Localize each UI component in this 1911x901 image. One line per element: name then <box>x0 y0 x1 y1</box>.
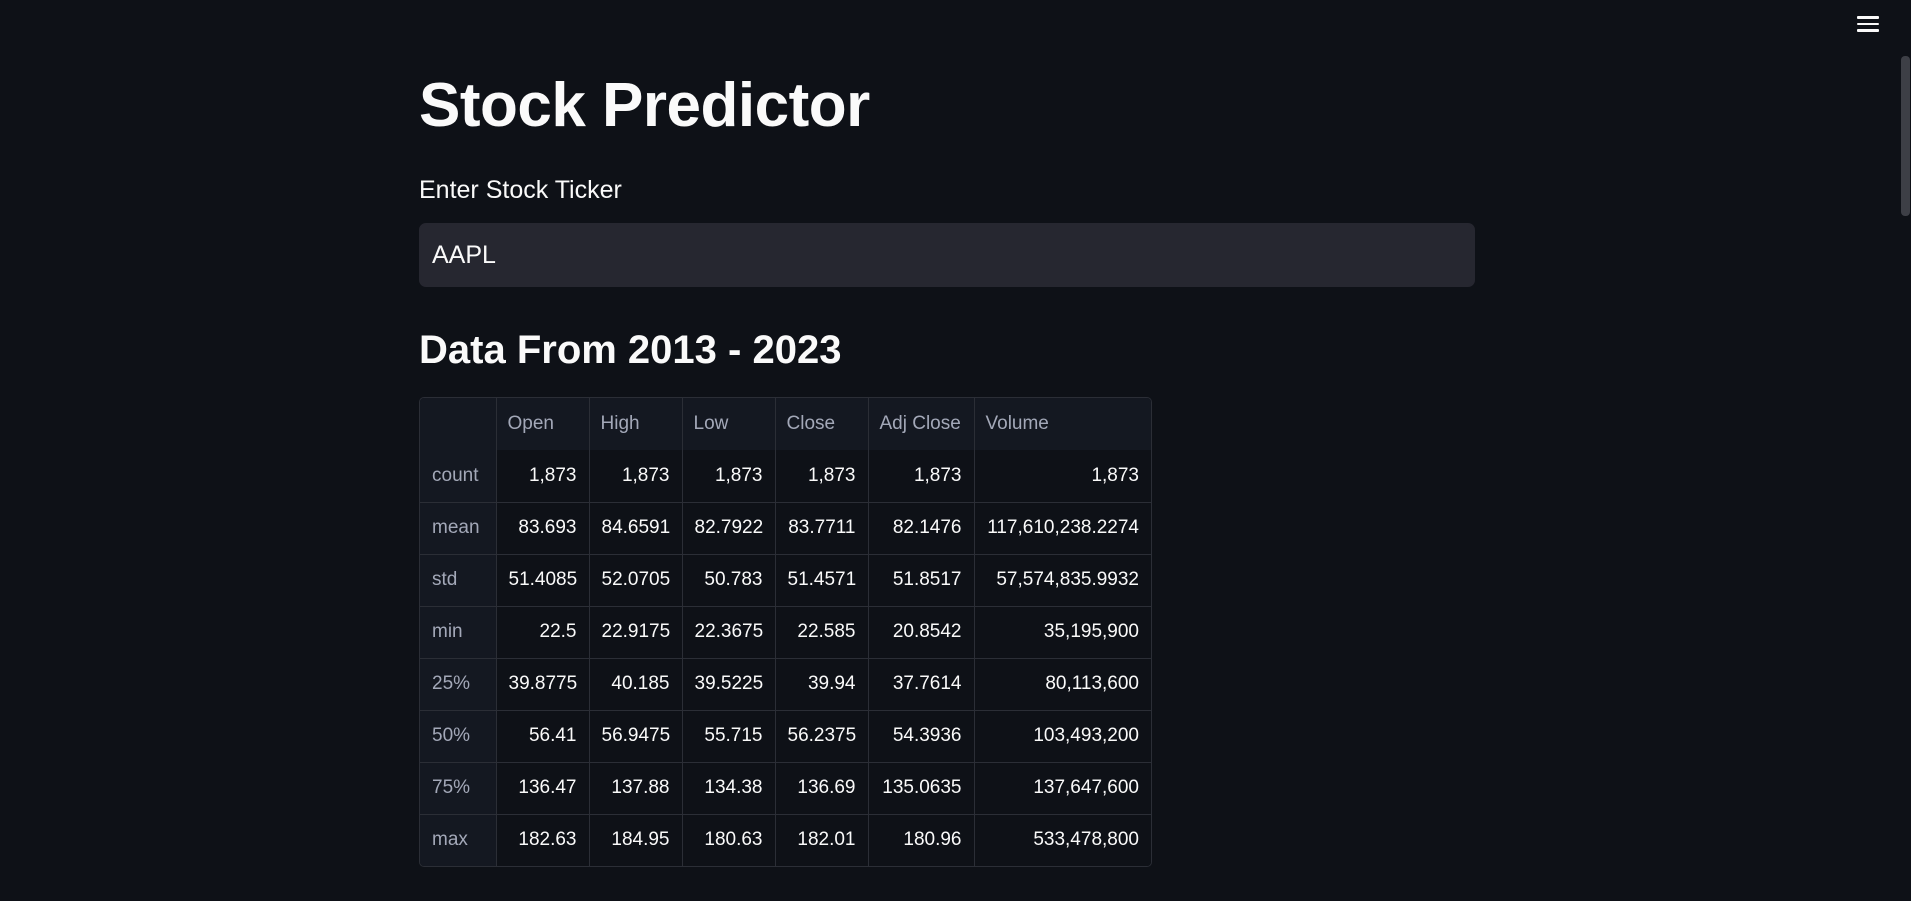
table-row: mean 83.693 84.6591 82.7922 83.7711 82.1… <box>420 502 1151 555</box>
menu-line <box>1857 16 1879 19</box>
table-cell[interactable]: 137.88 <box>589 762 683 815</box>
table-cell[interactable]: 50.783 <box>682 554 776 607</box>
table-cell[interactable]: 20.8542 <box>868 606 975 659</box>
table-cell[interactable]: 55.715 <box>682 710 776 763</box>
menu-line <box>1857 29 1879 32</box>
table-cell[interactable]: 1,873 <box>589 450 683 503</box>
table-cell[interactable]: 39.94 <box>775 658 869 711</box>
table-cell[interactable]: 1,873 <box>496 450 590 503</box>
section-heading: Data From 2013 - 2023 <box>419 328 842 372</box>
table-cell[interactable]: 82.7922 <box>682 502 776 555</box>
table-cell[interactable]: 83.693 <box>496 502 590 555</box>
table-cell[interactable]: 51.4085 <box>496 554 590 607</box>
hamburger-menu-icon[interactable] <box>1857 12 1883 36</box>
column-header[interactable]: Close <box>775 398 869 450</box>
table-cell[interactable]: 51.8517 <box>868 554 975 607</box>
table-cell[interactable]: 117,610,238.2274 <box>974 502 1151 555</box>
table-cell[interactable]: 37.7614 <box>868 658 975 711</box>
table-cell[interactable]: 136.69 <box>775 762 869 815</box>
table-cell[interactable]: 182.01 <box>775 814 869 866</box>
table-cell[interactable]: 82.1476 <box>868 502 975 555</box>
column-header[interactable]: Volume <box>974 398 1151 450</box>
menu-line <box>1857 22 1879 26</box>
table-cell[interactable]: 54.3936 <box>868 710 975 763</box>
row-label: max <box>420 814 497 866</box>
table-cell[interactable]: 56.9475 <box>589 710 683 763</box>
column-header <box>420 398 497 450</box>
row-label: 75% <box>420 762 497 815</box>
table-cell[interactable]: 533,478,800 <box>974 814 1151 866</box>
table-cell[interactable]: 1,873 <box>682 450 776 503</box>
table-row: min 22.5 22.9175 22.3675 22.585 20.8542 … <box>420 606 1151 659</box>
table-cell[interactable]: 180.63 <box>682 814 776 866</box>
column-header[interactable]: Low <box>682 398 776 450</box>
table-cell[interactable]: 56.2375 <box>775 710 869 763</box>
table-cell[interactable]: 184.95 <box>589 814 683 866</box>
table-cell[interactable]: 1,873 <box>775 450 869 503</box>
table-cell[interactable]: 22.3675 <box>682 606 776 659</box>
row-label: std <box>420 554 497 607</box>
table-row: std 51.4085 52.0705 50.783 51.4571 51.85… <box>420 554 1151 607</box>
page-title: Stock Predictor <box>419 71 870 140</box>
column-header[interactable]: Open <box>496 398 590 450</box>
row-label: min <box>420 606 497 659</box>
row-label: 50% <box>420 710 497 763</box>
column-header[interactable]: Adj Close <box>868 398 975 450</box>
table-cell[interactable]: 136.47 <box>496 762 590 815</box>
table-cell[interactable]: 22.9175 <box>589 606 683 659</box>
row-label: 25% <box>420 658 497 711</box>
table-cell[interactable]: 134.38 <box>682 762 776 815</box>
table-cell[interactable]: 1,873 <box>974 450 1151 503</box>
table-cell[interactable]: 35,195,900 <box>974 606 1151 659</box>
table-cell[interactable]: 52.0705 <box>589 554 683 607</box>
table-cell[interactable]: 135.0635 <box>868 762 975 815</box>
stats-table[interactable]: Open High Low Close Adj Close Volume cou… <box>419 397 1152 867</box>
table-row: 50% 56.41 56.9475 55.715 56.2375 54.3936… <box>420 710 1151 763</box>
table-cell[interactable]: 1,873 <box>868 450 975 503</box>
scrollbar-thumb[interactable] <box>1901 56 1910 216</box>
table-cell[interactable]: 103,493,200 <box>974 710 1151 763</box>
table-row: max 182.63 184.95 180.63 182.01 180.96 5… <box>420 814 1151 866</box>
table-row: count 1,873 1,873 1,873 1,873 1,873 1,87… <box>420 450 1151 503</box>
table-cell[interactable]: 182.63 <box>496 814 590 866</box>
table-cell[interactable]: 84.6591 <box>589 502 683 555</box>
table-row: 25% 39.8775 40.185 39.5225 39.94 37.7614… <box>420 658 1151 711</box>
table-cell[interactable]: 137,647,600 <box>974 762 1151 815</box>
table-cell[interactable]: 39.8775 <box>496 658 590 711</box>
scrollbar[interactable] <box>1899 0 1911 901</box>
table-cell[interactable]: 39.5225 <box>682 658 776 711</box>
table-cell[interactable]: 51.4571 <box>775 554 869 607</box>
table-row: 75% 136.47 137.88 134.38 136.69 135.0635… <box>420 762 1151 815</box>
ticker-input[interactable] <box>419 223 1475 287</box>
table-cell[interactable]: 56.41 <box>496 710 590 763</box>
table-cell[interactable]: 180.96 <box>868 814 975 866</box>
row-label: mean <box>420 502 497 555</box>
column-header[interactable]: High <box>589 398 683 450</box>
row-label: count <box>420 450 497 503</box>
table-cell[interactable]: 22.5 <box>496 606 590 659</box>
table-cell[interactable]: 40.185 <box>589 658 683 711</box>
table-cell[interactable]: 83.7711 <box>775 502 869 555</box>
table-header-row: Open High Low Close Adj Close Volume <box>420 398 1151 450</box>
table-cell[interactable]: 57,574,835.9932 <box>974 554 1151 607</box>
table-cell[interactable]: 22.585 <box>775 606 869 659</box>
table-cell[interactable]: 80,113,600 <box>974 658 1151 711</box>
ticker-input-label: Enter Stock Ticker <box>419 176 622 204</box>
